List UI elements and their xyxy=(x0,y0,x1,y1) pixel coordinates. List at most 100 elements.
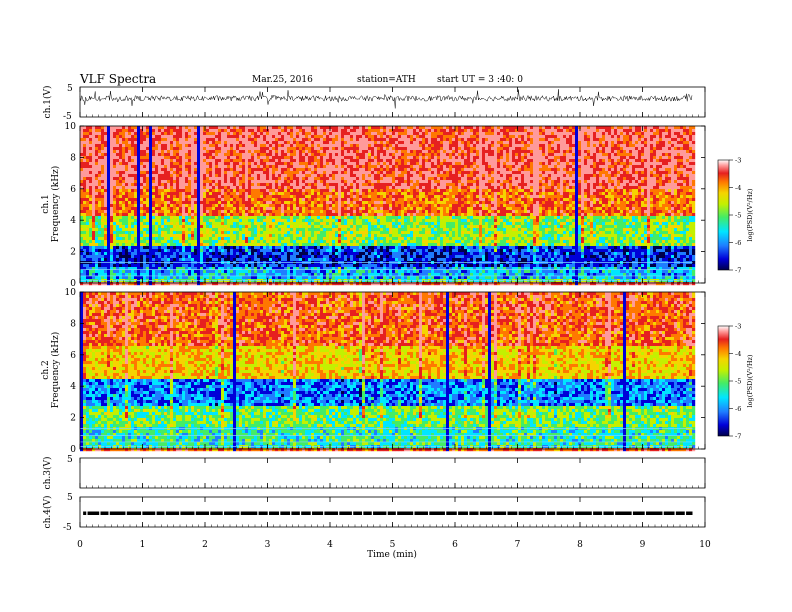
spectrogram-cell xyxy=(239,174,243,178)
spectrogram-cell xyxy=(179,198,183,202)
spectrogram-cell xyxy=(200,183,204,187)
spectrogram-cell xyxy=(179,270,183,274)
spectrogram-cell xyxy=(146,165,150,169)
spectrogram-cell xyxy=(290,276,294,280)
spectrogram-cell xyxy=(176,165,180,169)
spectrogram-cell xyxy=(131,150,135,154)
spectrogram-cell xyxy=(278,171,282,175)
spectrogram-cell xyxy=(212,219,216,223)
spectrogram-cell xyxy=(266,228,270,232)
spectrogram-cell xyxy=(200,201,204,205)
spectrogram-cell xyxy=(254,186,258,190)
spectrogram-cell xyxy=(296,147,300,151)
spectrogram-cell xyxy=(137,228,141,232)
spectrogram-cell xyxy=(302,138,306,142)
spectrogram-cell xyxy=(80,162,84,166)
spectrogram-cell xyxy=(287,210,291,214)
spectrogram-cell xyxy=(131,141,135,145)
spectrogram-cell xyxy=(305,129,309,133)
spectrogram-cell xyxy=(287,249,291,253)
spectrogram-cell xyxy=(248,186,252,190)
spectrogram-cell xyxy=(251,198,255,202)
spectrogram-cell xyxy=(314,138,318,142)
spectrogram-cell xyxy=(209,273,213,277)
spectrogram-cell xyxy=(218,252,222,256)
spectrogram-cell xyxy=(152,234,156,238)
spectrogram-cell xyxy=(131,273,135,277)
spectrogram-cell xyxy=(293,174,297,178)
spectrogram-cell xyxy=(335,189,339,193)
spectrogram-cell xyxy=(233,243,237,247)
spectrogram-cell xyxy=(140,228,144,232)
spectrogram-cell xyxy=(104,186,108,190)
spectrogram-cell xyxy=(290,258,294,262)
spectrogram-cell xyxy=(125,141,129,145)
spectrogram-cell xyxy=(197,183,201,187)
spectrogram-cell xyxy=(248,213,252,217)
spectrogram-cell xyxy=(284,234,288,238)
spectrogram-cell xyxy=(101,282,105,286)
spectrogram-cell xyxy=(338,255,342,259)
spectrogram-cell xyxy=(329,141,333,145)
spectrogram-cell xyxy=(161,138,165,142)
spectrogram-cell xyxy=(92,264,96,268)
spectrogram-cell xyxy=(344,237,348,241)
spectrogram-cell xyxy=(116,270,120,274)
spectrogram-cell xyxy=(257,141,261,145)
spectrogram-cell xyxy=(254,237,258,241)
spectrogram-cell xyxy=(347,243,351,247)
spectrogram-cell xyxy=(134,207,138,211)
spectrogram-cell xyxy=(269,204,273,208)
spectrogram-cell xyxy=(326,276,330,280)
spectrogram-cell xyxy=(143,276,147,280)
spectrogram-cell xyxy=(281,162,285,166)
spectrogram-cell xyxy=(185,153,189,157)
spectrogram-cell xyxy=(173,258,177,262)
spectrogram-cell xyxy=(323,222,327,226)
spectrogram-cell xyxy=(269,162,273,166)
spectrogram-cell xyxy=(296,219,300,223)
spectrogram-cell xyxy=(143,225,147,229)
spectrogram-cell xyxy=(107,159,111,163)
spectrogram-cell xyxy=(350,219,354,223)
spectrogram-cell xyxy=(329,186,333,190)
spectrogram-cell xyxy=(272,228,276,232)
spectrogram-cell xyxy=(341,150,345,154)
spectrogram-cell xyxy=(296,249,300,253)
spectrogram-cell xyxy=(233,186,237,190)
spectrogram-cell xyxy=(320,186,324,190)
spectrogram-cell xyxy=(140,129,144,133)
spectrogram-cell xyxy=(170,189,174,193)
spectrogram-cell xyxy=(110,234,114,238)
spectrogram-cell xyxy=(179,183,183,187)
spectrogram-cell xyxy=(146,282,150,286)
spectrogram-cell xyxy=(329,213,333,217)
spectrogram-cell xyxy=(293,132,297,136)
spectrogram-cell xyxy=(323,264,327,268)
spectrogram-cell xyxy=(185,183,189,187)
spectrogram-cell xyxy=(95,195,99,199)
spectrogram-cell xyxy=(122,135,126,139)
spectrogram-cell xyxy=(344,231,348,235)
spectrogram-cell xyxy=(134,174,138,178)
spectrogram-cell xyxy=(305,231,309,235)
spectrogram-cell xyxy=(335,225,339,229)
spectrogram-cell xyxy=(266,138,270,142)
spectrogram-cell xyxy=(263,282,267,286)
spectrogram-cell xyxy=(158,141,162,145)
spectrogram-cell xyxy=(311,153,315,157)
spectrogram-cell xyxy=(299,249,303,253)
spectrogram-cell xyxy=(143,219,147,223)
spectrogram-cell xyxy=(356,228,360,232)
spectrogram-cell xyxy=(287,213,291,217)
spectrogram-cell xyxy=(317,207,321,211)
spectrogram-cell xyxy=(212,135,216,139)
spectrogram-cell xyxy=(248,168,252,172)
spectrogram-cell xyxy=(116,282,120,286)
spectrogram-cell xyxy=(269,264,273,268)
spectrogram-cell xyxy=(146,174,150,178)
spectrogram-cell xyxy=(230,207,234,211)
spectrogram-cell xyxy=(311,228,315,232)
spectrogram-cell xyxy=(143,174,147,178)
spectrogram-cell xyxy=(341,138,345,142)
